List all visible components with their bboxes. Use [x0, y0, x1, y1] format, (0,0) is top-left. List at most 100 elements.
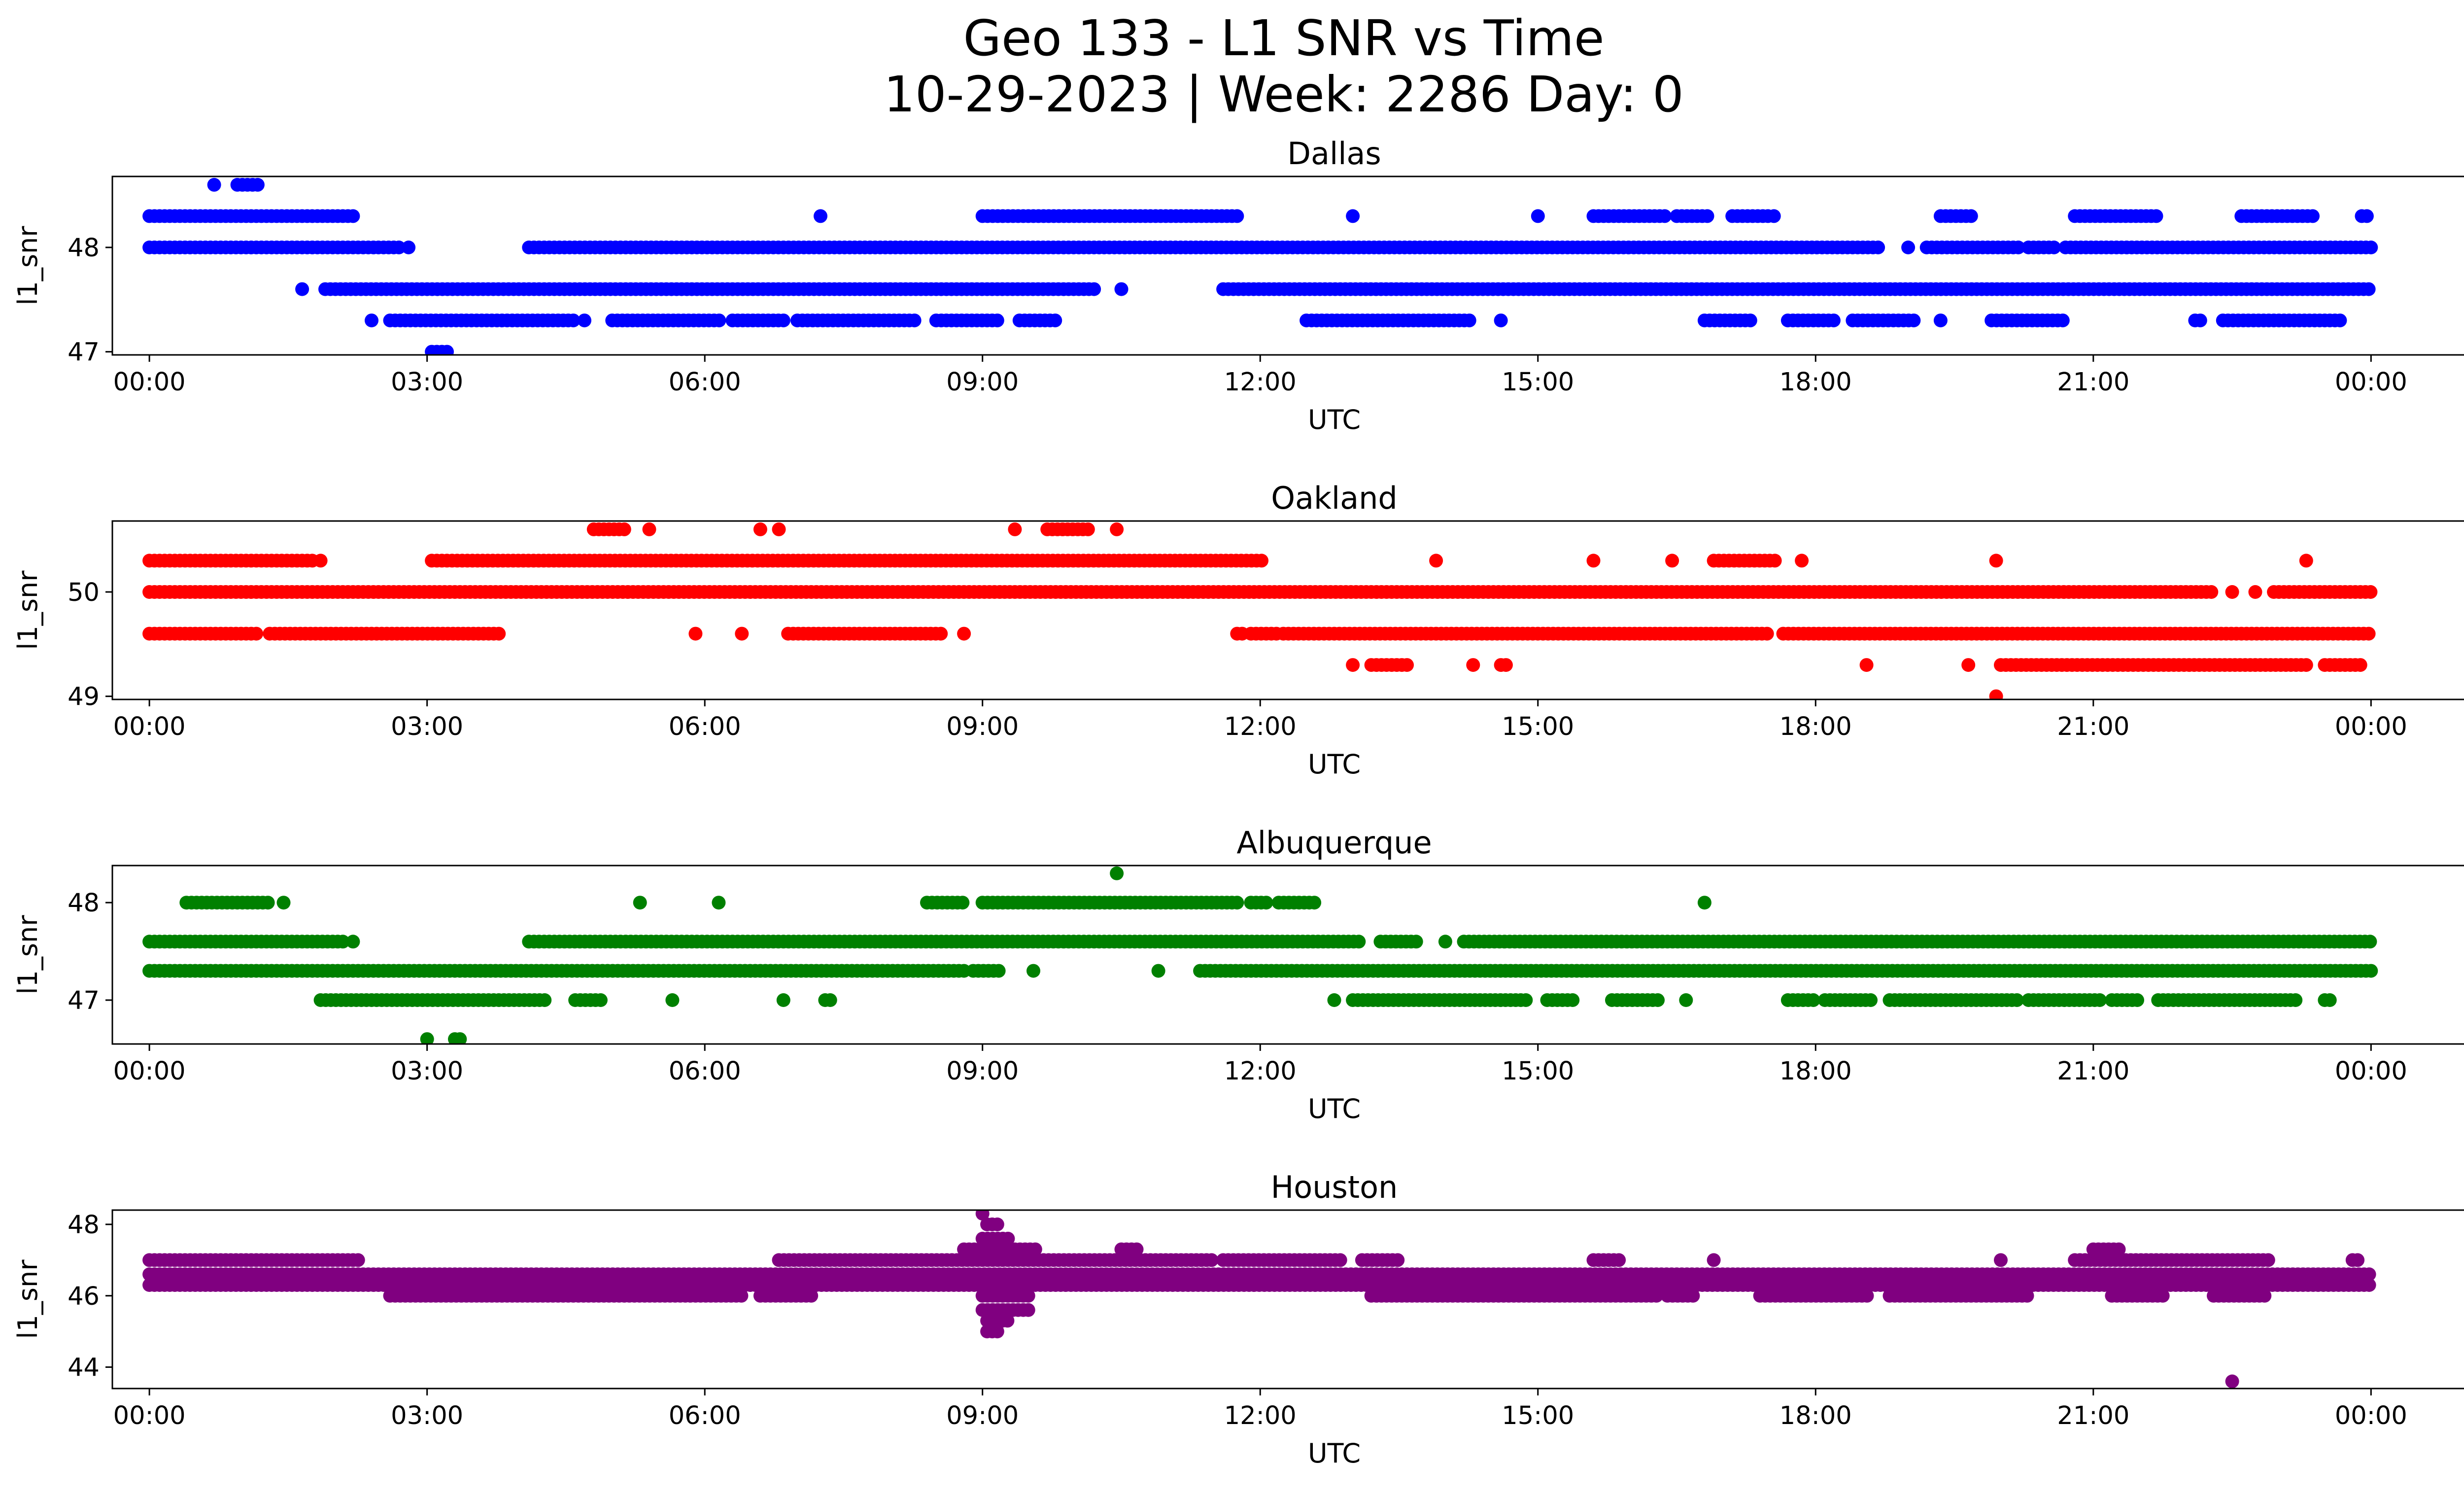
data-point — [2130, 993, 2144, 1007]
x-axis-label: UTC — [1308, 1093, 1361, 1124]
data-point — [1028, 1242, 1042, 1256]
data-point — [1795, 554, 1809, 568]
data-point — [1001, 1231, 1015, 1246]
data-point — [1859, 658, 1874, 672]
data-point — [2333, 313, 2347, 328]
axes-frame — [111, 865, 2464, 1045]
data-point — [346, 935, 360, 949]
x-tick-label: 06:00 — [669, 1401, 741, 1430]
data-point — [956, 896, 970, 910]
data-point — [1767, 209, 1781, 223]
data-point — [453, 1032, 467, 1044]
data-point — [1494, 313, 1508, 328]
data-point — [2299, 658, 2313, 672]
data-point — [1566, 993, 1580, 1007]
data-point — [336, 935, 350, 949]
x-tick-label: 15:00 — [1502, 1401, 1574, 1430]
data-point — [1110, 866, 1124, 880]
y-axis-label: l1_snr — [12, 1259, 43, 1339]
y-axis-label: l1_snr — [12, 570, 43, 650]
data-point — [1230, 209, 1244, 223]
data-point — [1327, 993, 1341, 1007]
data-point — [814, 209, 827, 223]
x-tick-label: 00:00 — [113, 368, 186, 397]
x-tick-label: 00:00 — [2335, 1401, 2407, 1430]
data-point — [578, 313, 591, 328]
y-tick-label: 48 — [68, 889, 100, 918]
x-axis-label: UTC — [1308, 404, 1361, 435]
data-point — [1400, 658, 1414, 672]
data-point — [2353, 658, 2367, 672]
data-point — [2225, 1374, 2239, 1389]
data-point — [735, 626, 749, 641]
data-point — [1429, 554, 1443, 568]
data-point — [2362, 1278, 2376, 1292]
data-point — [1679, 993, 1693, 1007]
data-point — [1110, 522, 1124, 536]
data-point — [990, 1324, 1004, 1339]
panel-title-dallas: Dallas — [1287, 136, 1381, 172]
data-point — [990, 313, 1004, 328]
data-point — [538, 993, 552, 1007]
data-point — [492, 626, 506, 641]
x-tick-label: 09:00 — [946, 368, 1019, 397]
data-point — [1907, 313, 1921, 328]
data-point — [1700, 209, 1714, 223]
x-tick-label: 00:00 — [2335, 1057, 2407, 1086]
data-point — [2363, 935, 2377, 949]
panel-title-oakland: Oakland — [1271, 480, 1398, 516]
data-point — [2156, 1288, 2170, 1303]
data-point — [1760, 626, 1774, 641]
data-point — [617, 522, 631, 536]
data-point — [2225, 585, 2239, 599]
data-point — [1658, 209, 1672, 223]
x-tick-label: 12:00 — [1224, 368, 1297, 397]
data-point — [2020, 1288, 2034, 1303]
y-tick-label: 47 — [68, 986, 100, 1015]
scatter-series-albuquerque — [142, 866, 2378, 1044]
data-point — [2289, 993, 2303, 1007]
data-point — [1346, 209, 1360, 223]
data-point — [1027, 964, 1040, 978]
data-point — [734, 1288, 749, 1303]
figure-title-line-2: 10-29-2023 | Week: 2286 Day: 0 — [884, 66, 1683, 123]
x-tick-label: 18:00 — [1780, 1401, 1852, 1430]
x-tick-label: 09:00 — [946, 712, 1019, 741]
x-tick-label: 15:00 — [1502, 712, 1574, 741]
data-point — [990, 1217, 1004, 1231]
data-point — [1499, 658, 1513, 672]
data-point — [1519, 993, 1533, 1007]
data-point — [2149, 209, 2163, 223]
y-tick-label: 46 — [68, 1282, 100, 1311]
data-point — [2112, 1242, 2126, 1256]
data-point — [1466, 658, 1480, 672]
data-point — [1114, 282, 1129, 296]
x-tick-label: 21:00 — [2057, 1401, 2129, 1430]
data-point — [753, 522, 767, 536]
data-point — [1586, 554, 1601, 568]
x-tick-label: 18:00 — [1780, 712, 1852, 741]
data-point — [1000, 1314, 1015, 1328]
data-point — [688, 626, 703, 641]
data-point — [1964, 209, 1978, 223]
data-point — [1462, 313, 1476, 328]
x-tick-label: 06:00 — [669, 368, 741, 397]
data-point — [2055, 313, 2070, 328]
data-point — [1697, 896, 1711, 910]
data-point — [957, 626, 971, 641]
data-point — [1933, 313, 1948, 328]
data-point — [2258, 1288, 2272, 1303]
x-tick-label: 09:00 — [946, 1401, 1019, 1430]
data-point — [1307, 896, 1322, 910]
data-point — [261, 896, 275, 910]
data-point — [249, 626, 264, 641]
x-tick-label: 03:00 — [391, 1057, 463, 1086]
data-point — [402, 241, 416, 254]
data-point — [2193, 313, 2207, 328]
data-point — [1230, 896, 1244, 910]
data-point — [566, 313, 581, 328]
data-point — [2361, 626, 2376, 641]
